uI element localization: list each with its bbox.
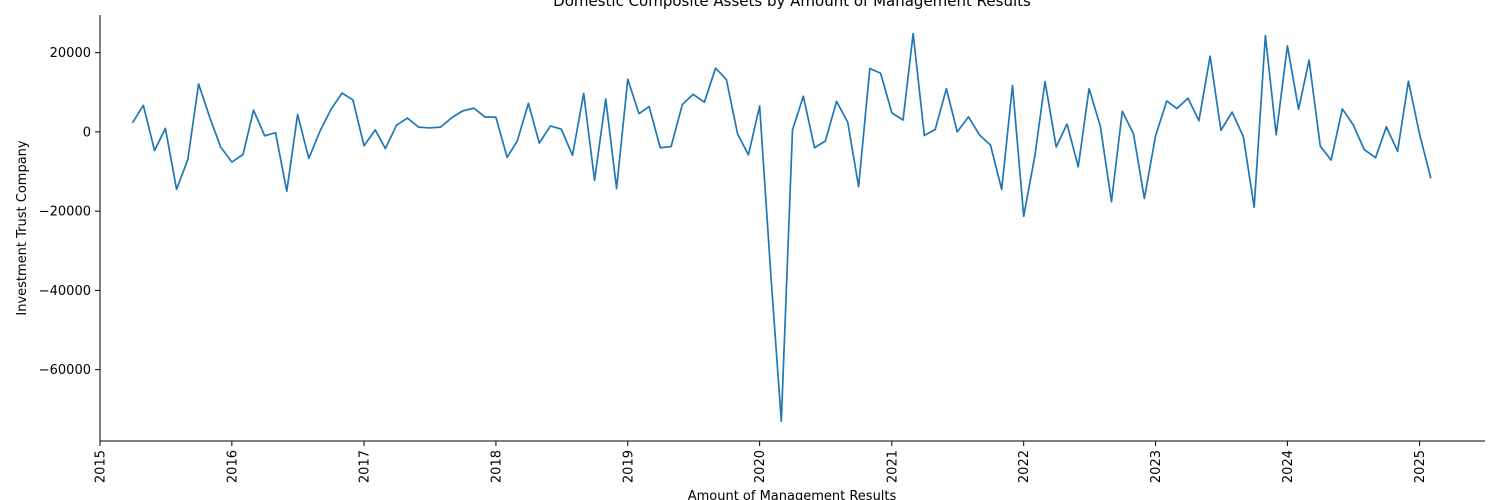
y-axis-ticks: 20000 0 −20000 −40000 −60000 bbox=[39, 46, 100, 378]
y-axis-label: Investment Trust Company bbox=[15, 140, 30, 316]
x-tick-label: 2023 bbox=[1149, 450, 1164, 483]
chart-title: Domestic Composite Assets by Amount of M… bbox=[553, 0, 1031, 10]
y-tick-label: 20000 bbox=[50, 46, 91, 61]
x-tick-label: 2019 bbox=[621, 450, 636, 483]
x-tick-label: 2016 bbox=[225, 450, 240, 483]
y-tick-label: −60000 bbox=[39, 363, 91, 378]
x-tick-label: 2017 bbox=[358, 450, 373, 483]
series-line bbox=[131, 32, 1432, 423]
x-tick-label: 2021 bbox=[885, 450, 900, 483]
y-tick-label: 0 bbox=[83, 125, 91, 140]
x-tick-label: 2022 bbox=[1017, 450, 1032, 483]
x-axis-ticks: 2015 2016 2017 2018 2019 2020 2021 2022 2023 2024… bbox=[94, 441, 1428, 483]
x-tick-label: 2025 bbox=[1413, 450, 1428, 483]
x-tick-label: 2018 bbox=[489, 450, 504, 483]
x-tick-label: 2015 bbox=[94, 450, 109, 483]
y-tick-label: −40000 bbox=[39, 284, 91, 299]
y-tick-label: −20000 bbox=[39, 205, 91, 220]
x-tick-label: 2024 bbox=[1281, 450, 1296, 483]
x-axis-label: Amount of Management Results bbox=[688, 489, 897, 500]
x-tick-label: 2020 bbox=[753, 450, 768, 483]
